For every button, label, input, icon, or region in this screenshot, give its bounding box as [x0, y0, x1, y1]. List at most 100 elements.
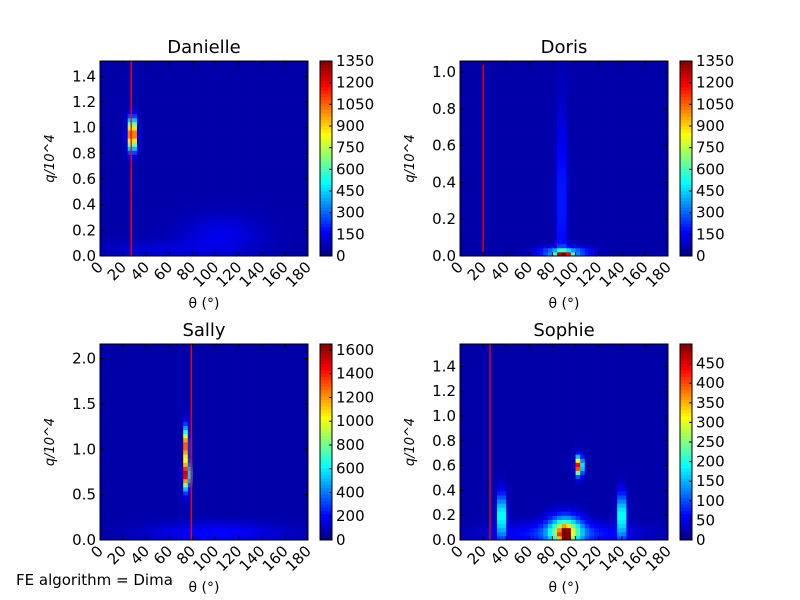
- heatmap-cell: [510, 154, 516, 159]
- heatmap-cell: [136, 150, 142, 155]
- heatmap-cell: [132, 360, 138, 365]
- heatmap-cell: [247, 138, 253, 143]
- heatmap-cell: [155, 191, 161, 196]
- heatmap-cell: [113, 360, 119, 365]
- heatmap-cell: [580, 215, 586, 220]
- heatmap-cell: [261, 130, 267, 135]
- heatmap-cell: [160, 146, 166, 151]
- heatmap-cell: [584, 154, 590, 159]
- heatmap-cell: [123, 105, 129, 111]
- heatmap-cell: [136, 231, 142, 237]
- heatmap-cell: [118, 174, 124, 180]
- heatmap-cell: [635, 150, 641, 155]
- heatmap-cell: [460, 154, 466, 159]
- heatmap-cell: [543, 191, 549, 196]
- heatmap-cell: [580, 178, 586, 184]
- heatmap-cell: [570, 93, 576, 98]
- heatmap-cell: [584, 109, 590, 115]
- heatmap-cell: [100, 393, 106, 398]
- heatmap-cell: [566, 97, 572, 103]
- heatmap-cell: [127, 121, 133, 127]
- heatmap-cell: [612, 235, 618, 241]
- heatmap-cell: [238, 101, 244, 107]
- heatmap-cell: [538, 162, 544, 168]
- heatmap-cell: [598, 207, 604, 212]
- heatmap-cell: [612, 150, 618, 155]
- heatmap-cell: [173, 146, 179, 151]
- heatmap-cell: [234, 93, 240, 98]
- heatmap-cell: [506, 61, 512, 66]
- heatmap-cell: [598, 150, 604, 155]
- heatmap-cell: [496, 134, 502, 139]
- heatmap-cell: [561, 150, 567, 155]
- heatmap-cell: [575, 227, 581, 233]
- heatmap-cell: [261, 186, 267, 192]
- heatmap-cell: [109, 69, 115, 74]
- heatmap-cell: [469, 203, 475, 208]
- heatmap-cell: [663, 150, 669, 155]
- heatmap-cell: [160, 61, 166, 66]
- heatmap-cell: [100, 81, 106, 86]
- heatmap-cell: [109, 191, 115, 196]
- heatmap-cell: [524, 162, 530, 168]
- heatmap-cell: [598, 65, 604, 70]
- heatmap-cell: [515, 77, 521, 82]
- heatmap-cell: [303, 97, 309, 103]
- colorbar-segment: [680, 116, 692, 120]
- colorbar-segment: [680, 126, 692, 130]
- heatmap-cell: [501, 61, 507, 66]
- heatmap-cell: [210, 211, 216, 216]
- heatmap-cell: [603, 211, 609, 216]
- heatmap-cell: [533, 65, 539, 70]
- heatmap-cell: [654, 243, 660, 249]
- heatmap-cell: [506, 227, 512, 233]
- heatmap-cell: [173, 195, 179, 200]
- heatmap-cell: [271, 215, 277, 220]
- heatmap-cell: [206, 138, 212, 143]
- heatmap-cell: [192, 199, 198, 204]
- heatmap-cell: [132, 109, 138, 115]
- heatmap-cell: [626, 170, 632, 176]
- heatmap-cell: [469, 247, 475, 253]
- heatmap-cell: [529, 105, 535, 111]
- heatmap-cell: [557, 97, 563, 103]
- heatmap-cell: [529, 227, 535, 233]
- heatmap-cell: [298, 97, 304, 103]
- heatmap-cell: [146, 203, 152, 208]
- heatmap-cell: [197, 191, 203, 196]
- heatmap-cell: [187, 89, 193, 94]
- heatmap-cell: [635, 97, 641, 103]
- heatmap-cell: [635, 93, 641, 98]
- heatmap-cell: [538, 65, 544, 70]
- x-tick-label: 180: [642, 258, 675, 291]
- heatmap-cell: [561, 65, 567, 70]
- heatmap-cell: [178, 239, 184, 245]
- heatmap-cell: [160, 134, 166, 139]
- heatmap-cell: [557, 121, 563, 127]
- heatmap-cell: [552, 223, 558, 228]
- heatmap-cell: [284, 227, 290, 233]
- heatmap-cell: [575, 69, 581, 74]
- heatmap-cell: [113, 499, 119, 504]
- heatmap-cell: [515, 195, 521, 200]
- heatmap-cell: [501, 227, 507, 233]
- heatmap-cell: [275, 162, 281, 168]
- heatmap-cell: [483, 174, 489, 180]
- heatmap-cell: [132, 523, 138, 529]
- heatmap-cell: [234, 113, 240, 119]
- heatmap-cell: [100, 511, 106, 516]
- heatmap-cell: [487, 235, 493, 241]
- heatmap-cell: [640, 109, 646, 115]
- heatmap-cell: [178, 251, 184, 257]
- heatmap-cell: [183, 138, 189, 143]
- heatmap-cell: [127, 409, 133, 414]
- heatmap-cell: [183, 235, 189, 241]
- colorbar-tick-label: 600: [336, 160, 365, 178]
- heatmap-cell: [552, 142, 558, 147]
- heatmap-cell: [164, 182, 170, 188]
- heatmap-cell: [132, 162, 138, 168]
- heatmap-cell: [552, 191, 558, 196]
- colorbar-tick-label: 0: [696, 247, 706, 265]
- heatmap-cell: [164, 89, 170, 94]
- heatmap-cell: [178, 105, 184, 111]
